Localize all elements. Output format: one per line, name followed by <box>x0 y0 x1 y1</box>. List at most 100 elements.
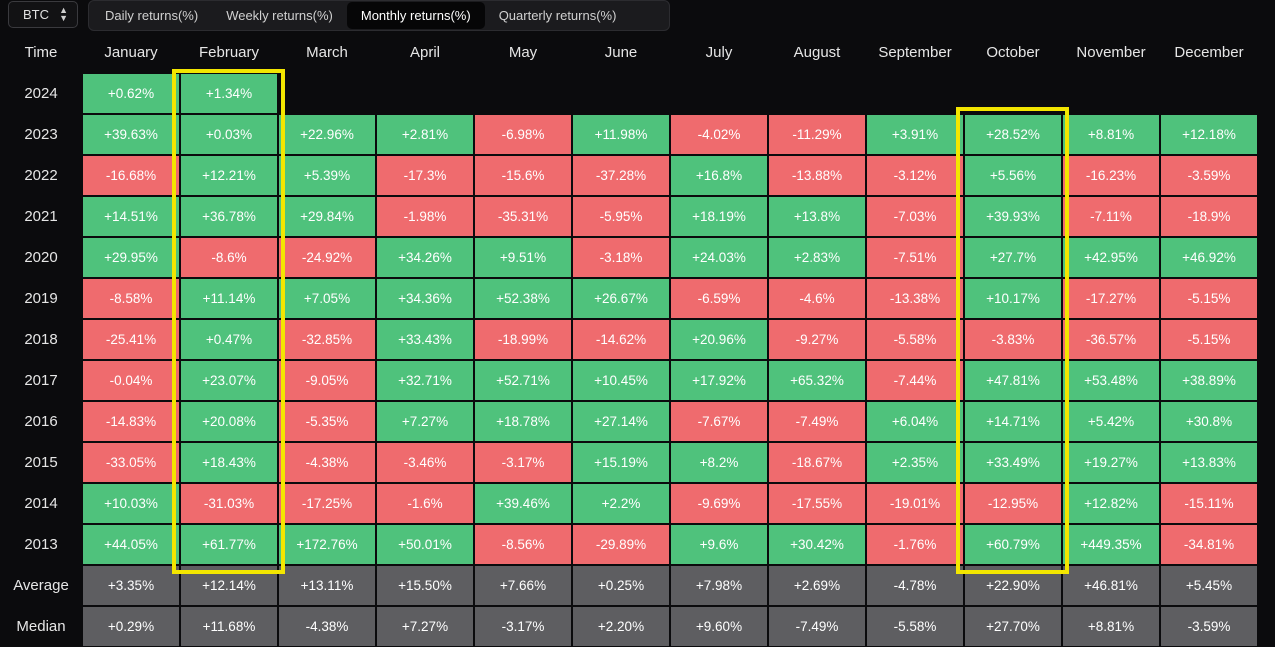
return-cell: -5.95% <box>573 197 669 236</box>
return-cell: -19.01% <box>867 484 963 523</box>
return-cell: -7.44% <box>867 361 963 400</box>
tab-daily-returns[interactable]: Daily returns(%) <box>105 8 199 23</box>
table-header-row: Time January February March April May June July… <box>0 32 1275 73</box>
return-cell: -8.58% <box>83 279 179 318</box>
tab-quarterly-returns[interactable]: Quarterly returns(%) <box>498 8 617 23</box>
year-row-label: 2015 <box>24 454 58 471</box>
return-cell: +5.56% <box>965 156 1061 195</box>
stat-cell: -4.38% <box>279 607 375 646</box>
stat-cell: +2.69% <box>769 566 865 605</box>
return-cell: +26.67% <box>573 279 669 318</box>
return-cell: +12.82% <box>1063 484 1159 523</box>
return-cell: +0.47% <box>181 320 277 359</box>
return-cell: -14.62% <box>573 320 669 359</box>
return-cell: +39.63% <box>83 115 179 154</box>
year-row-label: 2019 <box>24 290 58 307</box>
return-cell: +20.96% <box>671 320 767 359</box>
return-cell: +14.71% <box>965 402 1061 441</box>
stat-cell: +27.70% <box>965 607 1061 646</box>
return-cell: +50.01% <box>377 525 473 564</box>
stat-cell: +5.45% <box>1161 566 1257 605</box>
return-cell: +0.62% <box>83 74 179 113</box>
stat-cell: +9.60% <box>671 607 767 646</box>
return-cell: -4.02% <box>671 115 767 154</box>
return-cell: +44.05% <box>83 525 179 564</box>
return-cell: -3.17% <box>475 443 571 482</box>
stat-cell: +22.90% <box>965 566 1061 605</box>
month-header-december: December <box>1174 44 1244 61</box>
return-cell: -5.35% <box>279 402 375 441</box>
return-cell: +11.98% <box>573 115 669 154</box>
month-header-january: January <box>104 44 158 61</box>
return-cell: -6.98% <box>475 115 571 154</box>
return-cell: -18.67% <box>769 443 865 482</box>
return-cell: +52.38% <box>475 279 571 318</box>
return-cell: -17.25% <box>279 484 375 523</box>
return-cell: +30.42% <box>769 525 865 564</box>
stat-cell: +3.35% <box>83 566 179 605</box>
return-cell: -4.6% <box>769 279 865 318</box>
return-cell: -35.31% <box>475 197 571 236</box>
stat-cell: +46.81% <box>1063 566 1159 605</box>
month-header-may: May <box>508 44 538 61</box>
return-cell: +65.32% <box>769 361 865 400</box>
return-cell: +172.76% <box>279 525 375 564</box>
return-cell: +60.79% <box>965 525 1061 564</box>
tab-monthly-returns[interactable]: Monthly returns(%) <box>346 2 485 29</box>
return-cell: -36.57% <box>1063 320 1159 359</box>
return-cell: -3.83% <box>965 320 1061 359</box>
stat-cell: +7.98% <box>671 566 767 605</box>
return-cell: -3.12% <box>867 156 963 195</box>
year-row-label: 2013 <box>24 536 58 553</box>
return-cell: +39.46% <box>475 484 571 523</box>
return-cell: +28.52% <box>965 115 1061 154</box>
return-cell: +46.92% <box>1161 238 1257 277</box>
stat-row-label: Median <box>16 618 66 635</box>
stat-cell: +0.29% <box>83 607 179 646</box>
stat-cell: +2.20% <box>573 607 669 646</box>
return-cell: +3.91% <box>867 115 963 154</box>
return-cell: +19.27% <box>1063 443 1159 482</box>
year-row-label: 2020 <box>24 249 58 266</box>
return-cell: +9.51% <box>475 238 571 277</box>
return-cell: +32.71% <box>377 361 473 400</box>
return-cell: +12.18% <box>1161 115 1257 154</box>
return-cell: -16.68% <box>83 156 179 195</box>
return-cell: +30.8% <box>1161 402 1257 441</box>
return-cell: +8.2% <box>671 443 767 482</box>
month-header-june: June <box>604 44 638 61</box>
return-cell: +22.96% <box>279 115 375 154</box>
return-cell: -14.83% <box>83 402 179 441</box>
year-row-label: 2024 <box>24 85 58 102</box>
return-cell: +10.17% <box>965 279 1061 318</box>
return-cell: +449.35% <box>1063 525 1159 564</box>
year-row-label: 2017 <box>24 372 58 389</box>
return-cell: +18.19% <box>671 197 767 236</box>
asset-select[interactable]: BTC ▲ ▼ <box>8 1 78 28</box>
return-cell: +36.78% <box>181 197 277 236</box>
return-cell: -15.11% <box>1161 484 1257 523</box>
return-cell: +6.04% <box>867 402 963 441</box>
stat-cell: +15.50% <box>377 566 473 605</box>
return-cell: -13.38% <box>867 279 963 318</box>
stat-cell: +0.25% <box>573 566 669 605</box>
year-row-label: 2022 <box>24 167 58 184</box>
return-cell: -1.98% <box>377 197 473 236</box>
return-cell: -18.9% <box>1161 197 1257 236</box>
year-row-label: 2014 <box>24 495 58 512</box>
return-cell: +39.93% <box>965 197 1061 236</box>
stat-row-label: Average <box>13 577 69 594</box>
return-cell: +10.03% <box>83 484 179 523</box>
return-cell: -0.04% <box>83 361 179 400</box>
year-row-label: 2023 <box>24 126 58 143</box>
return-cell: +20.08% <box>181 402 277 441</box>
stat-cell: -5.58% <box>867 607 963 646</box>
return-cell: -7.03% <box>867 197 963 236</box>
return-cell: -29.89% <box>573 525 669 564</box>
month-header-february: February <box>198 44 260 61</box>
stat-cell: +7.66% <box>475 566 571 605</box>
tab-weekly-returns[interactable]: Weekly returns(%) <box>226 8 333 23</box>
month-header-september: September <box>878 44 952 61</box>
return-cell: -16.23% <box>1063 156 1159 195</box>
return-cell: -7.49% <box>769 402 865 441</box>
